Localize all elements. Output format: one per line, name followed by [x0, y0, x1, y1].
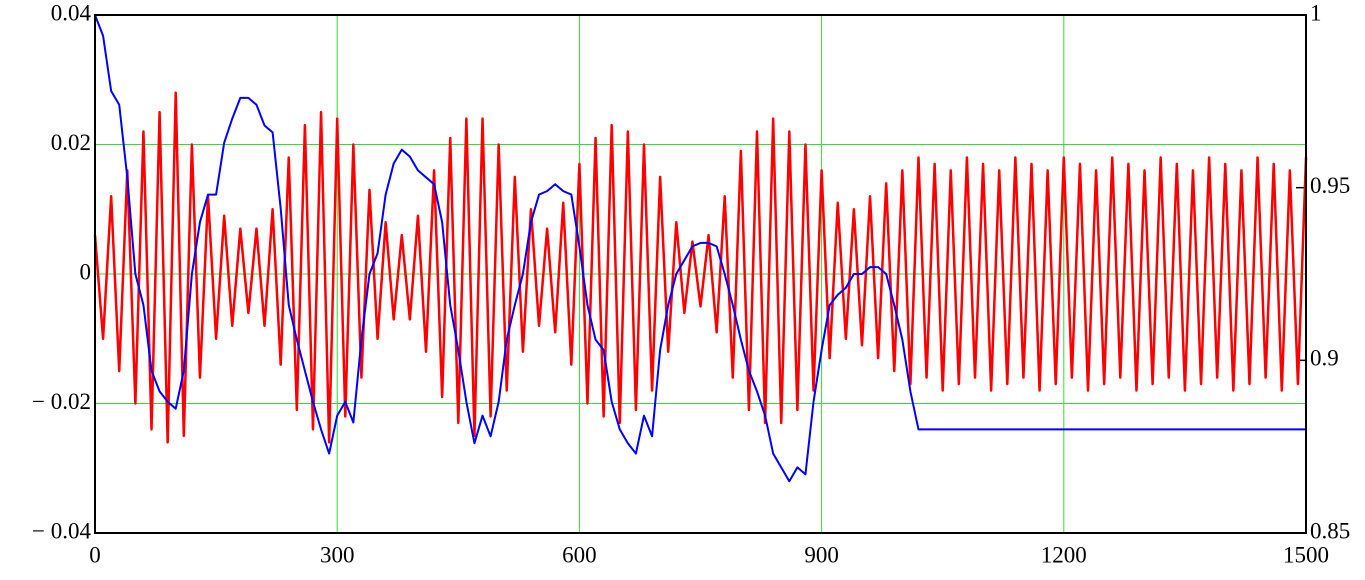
x-tick-label: 0: [89, 542, 101, 567]
y-tick-label: − 0.02: [32, 389, 91, 414]
y2-tick-label: 1: [1310, 0, 1322, 25]
y-tick-label: 0: [80, 259, 92, 284]
x-tick-label: 900: [804, 542, 839, 567]
x-tick-label: 300: [320, 542, 355, 567]
x-tick-label: 600: [562, 542, 597, 567]
y-tick-label: 0.04: [51, 0, 92, 25]
x-tick-label: 1200: [1041, 542, 1087, 567]
data-line: [94, 14, 1306, 483]
x-tick-label: 1500: [1283, 542, 1329, 567]
y-tick-label: − 0.04: [32, 518, 91, 543]
y2-tick-label: 0.9: [1310, 346, 1339, 371]
plot-frame: [94, 14, 1307, 534]
y2-tick-label: 0.95: [1310, 173, 1350, 198]
y2-tick-label: 0.85: [1310, 518, 1350, 543]
y-tick-label: 0.02: [51, 130, 91, 155]
data-line: [93, 91, 1308, 444]
